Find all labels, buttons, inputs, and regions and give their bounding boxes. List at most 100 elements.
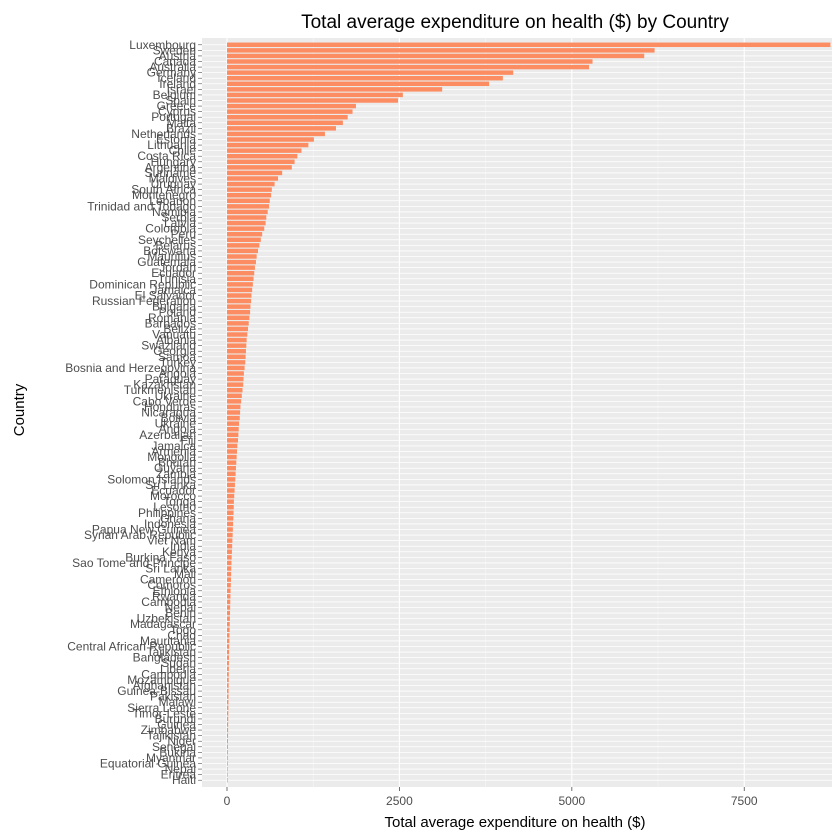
y-tick-label: Jamaica: [151, 283, 196, 297]
bar-107: [227, 638, 230, 644]
bar-48: [227, 309, 251, 315]
y-tick-label: Uzbekistan: [137, 612, 196, 626]
y-tick-label: India: [170, 539, 196, 553]
y-tick-label: Samoa: [158, 350, 196, 364]
bar-105: [227, 627, 230, 633]
y-tick-label: Georgia: [153, 344, 196, 358]
y-tick-label: Solomon Islands: [107, 472, 196, 486]
y-tick-label: Angola: [159, 422, 197, 436]
bar-106: [227, 633, 230, 638]
y-tick-label: Rwanda: [152, 589, 196, 603]
bar-10: [227, 98, 399, 103]
x-tick-label: 5000: [558, 794, 585, 808]
bar-126: [227, 744, 228, 750]
y-tick-label: Equatorial Guinea: [100, 757, 196, 771]
y-tick-label: Romania: [148, 311, 196, 325]
bar-23: [227, 170, 283, 176]
bar-4: [227, 64, 590, 70]
y-tick-label: Austria: [159, 49, 197, 63]
bar-95: [227, 571, 232, 577]
y-tick-label: Benin: [165, 606, 196, 620]
bar-86: [227, 521, 234, 527]
x-tick-label: 2500: [386, 794, 413, 808]
y-tick-label: Ghana: [160, 511, 196, 525]
bar-17: [227, 137, 314, 142]
bar-74: [227, 454, 237, 460]
y-tick-label: Zimbabwe: [141, 723, 197, 737]
bar-43: [227, 282, 253, 287]
bar-127: [227, 750, 228, 755]
x-tick-label: 7500: [731, 794, 758, 808]
bar-87: [227, 527, 233, 532]
bar-113: [227, 672, 229, 677]
y-tick-label: Cyprus: [158, 105, 196, 119]
bar-53: [227, 337, 247, 343]
bar-68: [227, 421, 240, 426]
y-tick-label: Montenegro: [132, 188, 196, 202]
y-tick-label: Mongolia: [147, 450, 196, 464]
bar-55: [227, 348, 246, 354]
bar-83: [227, 504, 234, 510]
y-tick-label: Syrian Arab Republic: [84, 528, 196, 542]
y-tick-label: Armenia: [151, 445, 196, 459]
y-tick-label: Bangladesh: [133, 651, 196, 665]
x-tick-label: 0: [224, 794, 231, 808]
y-tick-label: Vanuatu: [152, 328, 196, 342]
y-tick-label: Paraguay: [145, 372, 196, 386]
bar-24: [227, 176, 279, 181]
bar-121: [227, 716, 229, 722]
bar-40: [227, 265, 255, 270]
y-tick-label: Belgium: [153, 88, 196, 102]
y-tick-label: Nepal: [165, 601, 196, 615]
bar-96: [227, 577, 231, 582]
bar-27: [227, 192, 272, 198]
y-tick-label: Timor-Leste: [132, 706, 196, 720]
y-tick-label: Sudan: [161, 656, 196, 670]
chart-title: Total average expenditure on health ($) …: [301, 12, 729, 33]
y-tick-label: Jamaica: [151, 439, 196, 453]
y-tick-label: Peru: [171, 227, 196, 241]
x-axis-title: Total average expenditure on health ($): [384, 814, 645, 831]
y-tick-label: Kenya: [162, 545, 196, 559]
y-tick-label: Morocco: [150, 489, 196, 503]
bar-61: [227, 382, 244, 387]
y-tick-label: Togo: [170, 623, 196, 637]
bar-125: [227, 738, 228, 744]
bar-3: [227, 59, 593, 64]
bar-79: [227, 482, 235, 488]
y-tick-label: Azerbaijan: [139, 428, 196, 442]
y-tick-label: Cabo Verde: [133, 394, 197, 408]
y-tick-label: Sri Lanka: [145, 478, 196, 492]
y-tick-label: Ecuador: [151, 266, 196, 280]
bar-77: [227, 471, 236, 477]
bars: [227, 42, 831, 783]
bar-64: [227, 399, 242, 404]
y-tick-label: Sao Tome and Principe: [72, 556, 196, 570]
bar-67: [227, 415, 240, 421]
bar-33: [227, 226, 265, 231]
bar-37: [227, 248, 259, 254]
bar-46: [227, 298, 252, 304]
bar-70: [227, 432, 239, 438]
bar-34: [227, 231, 263, 237]
y-tick-label: Kazakhstan: [133, 378, 196, 392]
bar-31: [227, 215, 267, 220]
bar-66: [227, 410, 241, 415]
bar-30: [227, 209, 268, 215]
y-tick-label: Viet Nam: [147, 534, 196, 548]
bar-35: [227, 237, 261, 243]
y-tick-label: Bosnia and Herzegovina: [65, 361, 196, 375]
y-tick-label: Namibia: [152, 205, 196, 219]
y-tick-label: El Salvador: [135, 289, 196, 303]
y-tick-label: Haiti: [172, 773, 196, 787]
bar-84: [227, 510, 234, 516]
y-tick-label: Chad: [167, 628, 196, 642]
bar-88: [227, 532, 233, 538]
y-tick-label: Suriname: [145, 166, 197, 180]
y-tick-label: Lithuania: [147, 138, 196, 152]
bar-132: [227, 777, 228, 783]
bar-71: [227, 438, 239, 443]
y-tick-label: Albania: [156, 333, 196, 347]
y-tick-label: Cambodia: [141, 667, 196, 681]
bar-117: [227, 694, 229, 699]
